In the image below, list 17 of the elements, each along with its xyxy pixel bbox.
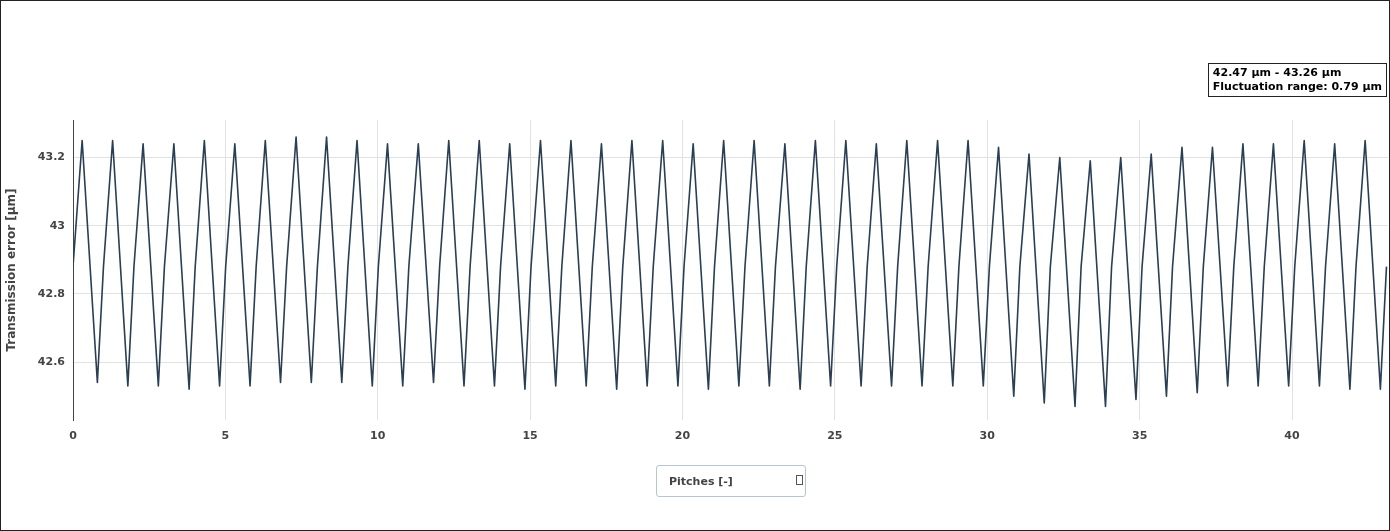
x-tick-label: 10: [370, 429, 386, 443]
x-tick-label: 20: [674, 429, 691, 443]
x-tick-label: 30: [979, 429, 996, 443]
x-axis-title: Pitches [-]: [656, 465, 806, 497]
x-tick-label: 35: [1131, 429, 1148, 443]
text: Fluctuation range: 0.79 µm: [1212, 80, 1382, 94]
y-tick-label: 42.6: [37, 354, 66, 368]
x-tick-label: 15: [522, 429, 538, 443]
y-axis-title: Transmission error [µm]: [4, 188, 19, 352]
x-tick-label: 40: [1284, 429, 1300, 443]
y-tick-label: 43.2: [37, 150, 65, 164]
y-tick-label: 43: [49, 218, 65, 232]
y-tick-label: 42.8: [37, 286, 65, 300]
text: 42.47 µm - 43.26 µm: [1212, 66, 1343, 80]
x-tick-label: 5: [221, 429, 230, 443]
x-tick-label: 0: [69, 429, 78, 443]
x-tick-label: 25: [827, 429, 843, 443]
